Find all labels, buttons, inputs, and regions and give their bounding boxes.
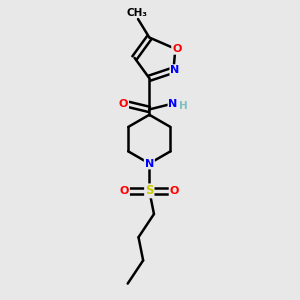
Text: H: H xyxy=(179,101,188,111)
Text: S: S xyxy=(145,184,154,197)
Text: O: O xyxy=(120,186,129,196)
Text: N: N xyxy=(145,158,154,169)
Text: N: N xyxy=(170,65,180,75)
Text: O: O xyxy=(119,99,128,109)
Text: O: O xyxy=(169,186,179,196)
Text: CH₃: CH₃ xyxy=(126,8,147,17)
Text: N: N xyxy=(169,99,178,109)
Text: O: O xyxy=(172,44,182,54)
